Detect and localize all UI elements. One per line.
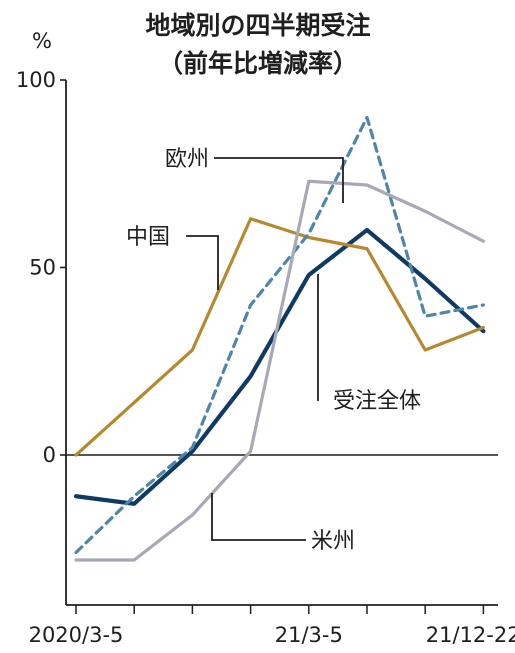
chart-title: 地域別の四半期受注 — [145, 11, 370, 40]
series-line — [73, 227, 486, 506]
series-label: 受注全体 — [333, 389, 421, 414]
series-line — [74, 115, 485, 555]
series-layer — [73, 115, 486, 562]
y-tick-label: 0 — [43, 443, 56, 467]
x-tick-label: 21/3-5 — [275, 623, 343, 647]
series-line — [74, 217, 485, 457]
y-tick-label: 50 — [29, 256, 56, 280]
callout-line — [214, 157, 344, 203]
chart-subtitle: （前年比増減率） — [158, 49, 358, 78]
callout-line — [211, 493, 306, 541]
series-label: 中国 — [126, 225, 170, 250]
x-tick-label: 21/12-22/2 — [426, 623, 515, 647]
x-tick-label: 2020/3-5 — [29, 623, 124, 647]
y-tick-label: 100 — [16, 68, 56, 92]
axes: 0 50 100 2020/3-5 21/3-5 21/12-22/2 — [16, 68, 515, 647]
callout-line — [186, 235, 219, 290]
series-label: 米州 — [311, 529, 355, 554]
series-label: 欧州 — [165, 147, 209, 172]
y-axis-unit-label: % — [32, 29, 52, 53]
series-line — [74, 179, 485, 562]
